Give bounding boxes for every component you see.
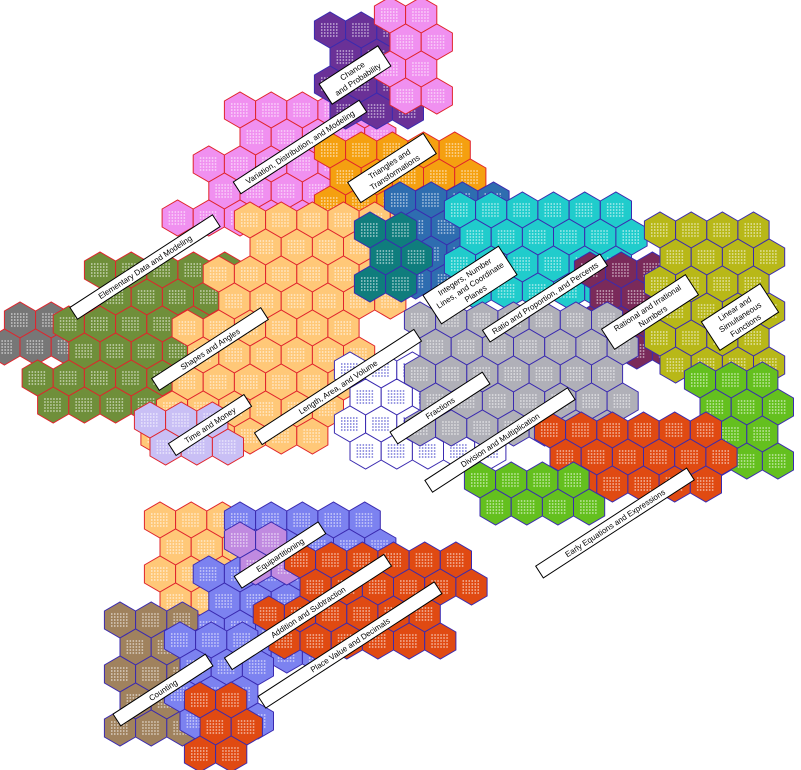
label-box bbox=[69, 214, 221, 320]
label-box bbox=[167, 393, 253, 457]
label-box bbox=[481, 253, 609, 343]
hex-cell bbox=[296, 417, 329, 455]
label-box bbox=[535, 467, 695, 579]
label-box bbox=[233, 521, 327, 589]
label-box bbox=[318, 45, 392, 105]
region-label-counting: Counting bbox=[112, 653, 214, 727]
label-box bbox=[389, 371, 491, 445]
label-box bbox=[257, 581, 443, 709]
label-box bbox=[600, 274, 700, 350]
label-box bbox=[150, 307, 270, 391]
hex-cell bbox=[215, 735, 248, 770]
label-box bbox=[253, 328, 423, 446]
label-box bbox=[112, 653, 214, 727]
label-box bbox=[232, 99, 368, 195]
label-box bbox=[422, 245, 518, 325]
label-box bbox=[424, 387, 576, 493]
label-box bbox=[700, 282, 780, 352]
label-box bbox=[223, 553, 393, 671]
label-box bbox=[347, 132, 437, 204]
